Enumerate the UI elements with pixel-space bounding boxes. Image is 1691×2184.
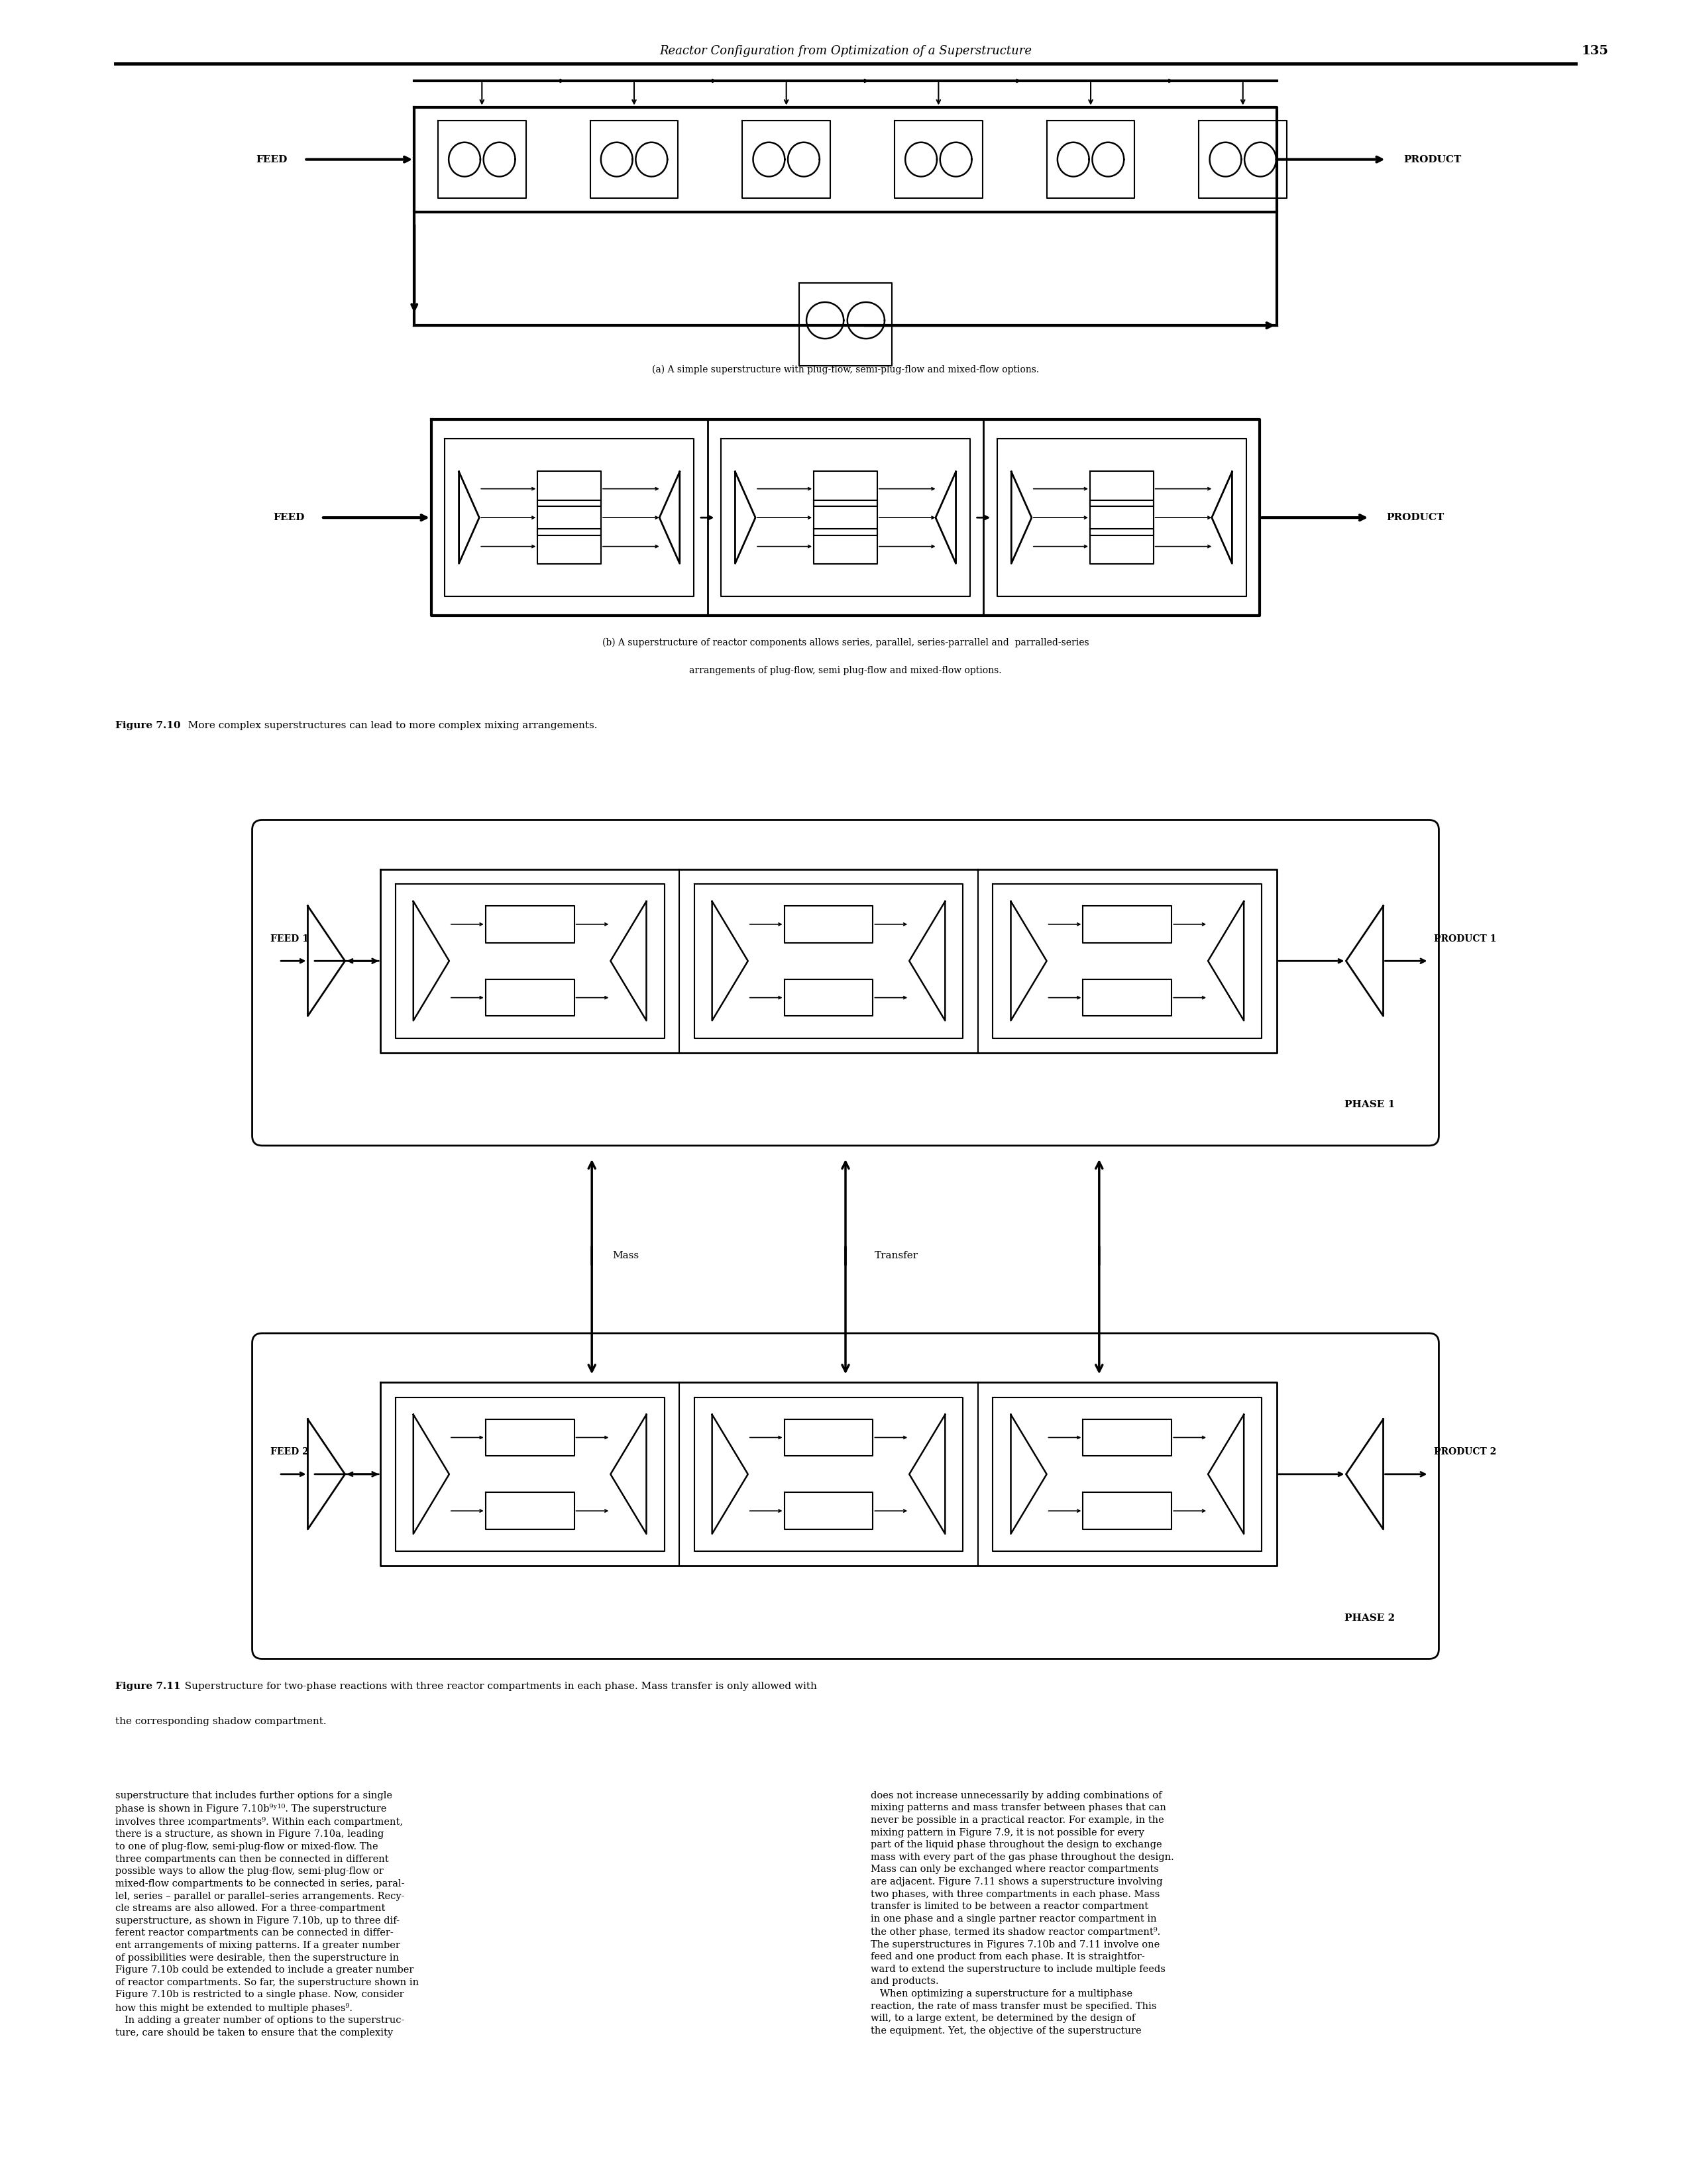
Text: PRODUCT 2: PRODUCT 2 [1434,1448,1497,1457]
Text: PHASE 2: PHASE 2 [1344,1614,1395,1623]
Text: (a) A simple superstructure with plug-flow, semi-plug-flow and mixed-flow option: (a) A simple superstructure with plug-fl… [653,365,1038,373]
Text: 135: 135 [1581,46,1608,57]
Text: the corresponding shadow compartment.: the corresponding shadow compartment. [115,1717,326,1725]
Text: PRODUCT: PRODUCT [1387,513,1444,522]
Text: FEED 2: FEED 2 [271,1448,309,1457]
Text: PRODUCT: PRODUCT [1404,155,1461,164]
Text: Figure 7.10: Figure 7.10 [115,721,181,729]
Text: Figure 7.11: Figure 7.11 [115,1682,181,1690]
Text: Mass: Mass [612,1251,639,1260]
Text: Transfer: Transfer [874,1251,918,1260]
Text: (b) A superstructure of reactor components allows series, parallel, series-parra: (b) A superstructure of reactor componen… [602,638,1089,646]
Text: superstructure that includes further options for a single
phase is shown in Figu: superstructure that includes further opt… [115,1791,419,2038]
Text: Superstructure for two-phase reactions with three reactor compartments in each p: Superstructure for two-phase reactions w… [178,1682,817,1690]
Text: FEED: FEED [255,155,287,164]
Text: PRODUCT 1: PRODUCT 1 [1434,935,1497,943]
Text: FEED 1: FEED 1 [271,935,309,943]
Text: does not increase unnecessarily by adding combinations of
mixing patterns and ma: does not increase unnecessarily by addin… [871,1791,1174,2035]
Text: PHASE 1: PHASE 1 [1344,1101,1395,1109]
Text: Reactor Configuration from Optimization of a Superstructure: Reactor Configuration from Optimization … [659,46,1032,57]
Text: arrangements of plug-flow, semi plug-flow and mixed-flow options.: arrangements of plug-flow, semi plug-flo… [690,666,1001,675]
Text: FEED: FEED [272,513,304,522]
Text: More complex superstructures can lead to more complex mixing arrangements.: More complex superstructures can lead to… [181,721,597,729]
